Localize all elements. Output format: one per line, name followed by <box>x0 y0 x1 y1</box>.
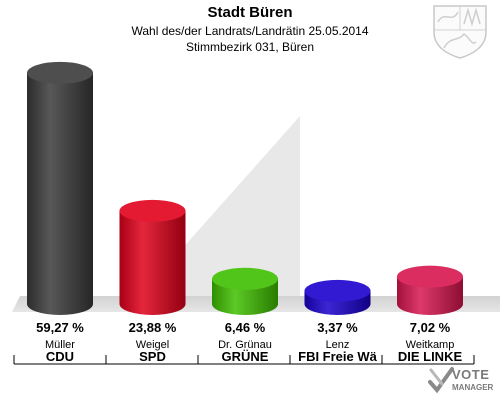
bar-top <box>119 199 186 222</box>
nrw-coat-of-arms-icon <box>433 5 487 59</box>
chart-backdrop <box>12 116 500 312</box>
bar-fbi-freie-w- <box>304 279 371 315</box>
value-label: 7,02 % <box>410 320 451 335</box>
chart-subtitle-election: Wahl des/der Landrats/Landrätin 25.05.20… <box>131 24 369 38</box>
candidate-label: Weigel <box>136 339 169 351</box>
candidate-label: Müller <box>45 339 75 351</box>
value-label: 59,27 % <box>36 320 84 335</box>
chart-title: Stadt Büren <box>207 4 293 21</box>
bar-top <box>212 267 278 290</box>
bar-cdu <box>27 61 93 315</box>
bar-top <box>397 265 463 288</box>
votemanager-line1: VOTE <box>452 367 490 382</box>
party-label: GRÜNE <box>222 349 269 364</box>
candidate-label: Dr. Grünau <box>218 339 272 351</box>
votemanager-line2: MANAGER <box>452 383 494 392</box>
bar-gr-ne <box>212 267 278 315</box>
bar-body <box>119 210 186 315</box>
party-label: SPD <box>139 349 166 364</box>
party-label: CDU <box>46 349 74 364</box>
bar-body <box>27 72 93 315</box>
bar-top <box>27 61 93 84</box>
party-label: FBI Freie Wä <box>298 349 378 364</box>
candidate-label: Lenz <box>326 339 350 351</box>
party-label: DIE LINKE <box>398 349 463 364</box>
bar-top <box>304 279 371 302</box>
chart-subtitle-district: Stimmbezirk 031, Büren <box>185 40 315 54</box>
value-label: 23,88 % <box>129 320 177 335</box>
bar-spd <box>119 199 186 315</box>
value-label: 3,37 % <box>317 320 358 335</box>
votemanager-logo: VOTE MANAGER <box>428 366 498 398</box>
value-label: 6,46 % <box>225 320 266 335</box>
bar-body <box>397 276 463 315</box>
votemanager-check-icon <box>428 367 454 394</box>
bar-die-linke <box>397 265 463 315</box>
candidate-label: Weitkamp <box>406 339 455 351</box>
